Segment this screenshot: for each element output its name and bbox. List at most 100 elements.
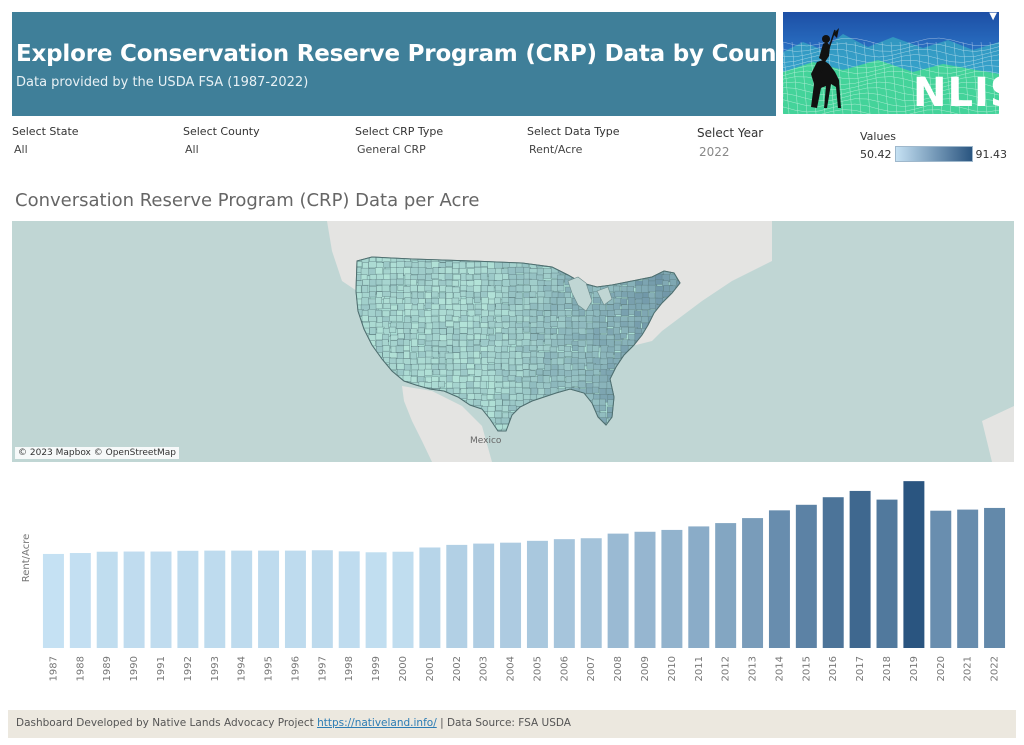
county-cell[interactable] — [578, 429, 588, 437]
bar-2007[interactable] — [580, 538, 602, 648]
county-cell[interactable] — [446, 369, 453, 377]
county-cell[interactable] — [375, 374, 385, 381]
county-cell[interactable] — [431, 376, 439, 383]
county-cell[interactable] — [474, 296, 481, 303]
county-cell[interactable] — [537, 315, 544, 323]
county-cell[interactable] — [396, 298, 403, 304]
county-cell[interactable] — [502, 273, 509, 280]
county-cell[interactable] — [355, 429, 364, 436]
county-cell[interactable] — [600, 345, 609, 353]
county-cell[interactable] — [417, 339, 425, 345]
county-cell[interactable] — [558, 345, 565, 351]
county-cell[interactable] — [677, 326, 686, 333]
county-cell[interactable] — [368, 364, 378, 371]
county-cell[interactable] — [487, 388, 495, 395]
county-cell[interactable] — [549, 346, 558, 353]
county-cell[interactable] — [586, 416, 594, 426]
county-cell[interactable] — [656, 423, 666, 431]
county-cell[interactable] — [361, 285, 369, 294]
county-cell[interactable] — [676, 321, 684, 328]
county-cell[interactable] — [542, 375, 550, 384]
county-cell[interactable] — [627, 351, 637, 358]
county-cell[interactable] — [354, 375, 364, 383]
county-cell[interactable] — [614, 344, 622, 351]
county-cell[interactable] — [374, 400, 383, 408]
county-cell[interactable] — [564, 422, 573, 430]
county-cell[interactable] — [403, 429, 413, 438]
county-cell[interactable] — [458, 261, 466, 269]
county-cell[interactable] — [614, 405, 622, 413]
county-cell[interactable] — [537, 424, 546, 431]
county-cell[interactable] — [564, 310, 572, 316]
county-cell[interactable] — [355, 422, 364, 431]
county-cell[interactable] — [633, 429, 643, 436]
county-cell[interactable] — [389, 296, 397, 304]
county-cell[interactable] — [368, 399, 377, 406]
county-cell[interactable] — [487, 363, 496, 370]
bar-2016[interactable] — [822, 497, 844, 648]
county-cell[interactable] — [360, 411, 370, 418]
county-cell[interactable] — [571, 423, 579, 431]
county-cell[interactable] — [670, 417, 679, 425]
county-cell[interactable] — [655, 357, 664, 365]
county-cell[interactable] — [599, 398, 606, 407]
county-cell[interactable] — [592, 304, 600, 311]
county-cell[interactable] — [368, 316, 377, 322]
county-cell[interactable] — [494, 297, 501, 305]
county-cell[interactable] — [514, 424, 522, 431]
county-cell[interactable] — [375, 422, 384, 429]
county-cell[interactable] — [445, 304, 454, 310]
county-cell[interactable] — [396, 309, 403, 316]
county-cell[interactable] — [634, 363, 642, 370]
county-cell[interactable] — [564, 393, 573, 401]
county-cell[interactable] — [508, 339, 516, 345]
bar-2013[interactable] — [742, 518, 764, 648]
county-cell[interactable] — [565, 399, 572, 405]
county-cell[interactable] — [551, 430, 559, 438]
county-cell[interactable] — [445, 320, 455, 327]
county-cell[interactable] — [474, 303, 482, 310]
county-cell[interactable] — [355, 285, 362, 293]
county-cell[interactable] — [598, 381, 608, 389]
county-cell[interactable] — [543, 411, 552, 419]
county-cell[interactable] — [535, 327, 545, 334]
county-cell[interactable] — [641, 405, 649, 412]
bar-2003[interactable] — [473, 543, 495, 648]
county-cell[interactable] — [487, 285, 495, 292]
county-cell[interactable] — [369, 321, 377, 328]
county-cell[interactable] — [452, 268, 459, 274]
county-cell[interactable] — [376, 381, 384, 388]
county-cell[interactable] — [383, 261, 391, 268]
county-cell[interactable] — [382, 418, 391, 427]
county-cell[interactable] — [355, 417, 364, 427]
county-cell[interactable] — [648, 406, 659, 412]
county-cell[interactable] — [557, 410, 565, 418]
county-cell[interactable] — [396, 418, 404, 425]
county-cell[interactable] — [409, 284, 418, 292]
county-cell[interactable] — [369, 375, 378, 382]
county-cell[interactable] — [614, 382, 622, 391]
county-cell[interactable] — [431, 303, 440, 311]
county-cell[interactable] — [396, 363, 405, 370]
county-cell[interactable] — [656, 405, 665, 414]
filter-crp-type[interactable]: Select CRP Type General CRP — [355, 125, 443, 156]
county-cell[interactable] — [577, 362, 585, 370]
county-cell[interactable] — [487, 303, 496, 312]
county-cell[interactable] — [389, 374, 397, 382]
county-cell[interactable] — [362, 393, 372, 401]
county-cell[interactable] — [579, 423, 589, 430]
county-cell[interactable] — [354, 332, 362, 341]
county-cell[interactable] — [557, 285, 565, 292]
county-cell[interactable] — [585, 375, 593, 382]
bar-2001[interactable] — [419, 547, 441, 648]
county-cell[interactable] — [494, 273, 504, 281]
county-cell[interactable] — [501, 428, 509, 435]
county-cell[interactable] — [368, 430, 377, 439]
county-cell[interactable] — [355, 340, 362, 348]
county-cell[interactable] — [641, 393, 650, 400]
county-cell[interactable] — [452, 387, 460, 394]
county-cell[interactable] — [445, 261, 453, 267]
bar-1993[interactable] — [204, 550, 226, 648]
county-cell[interactable] — [557, 404, 565, 411]
county-cell[interactable] — [369, 381, 379, 390]
